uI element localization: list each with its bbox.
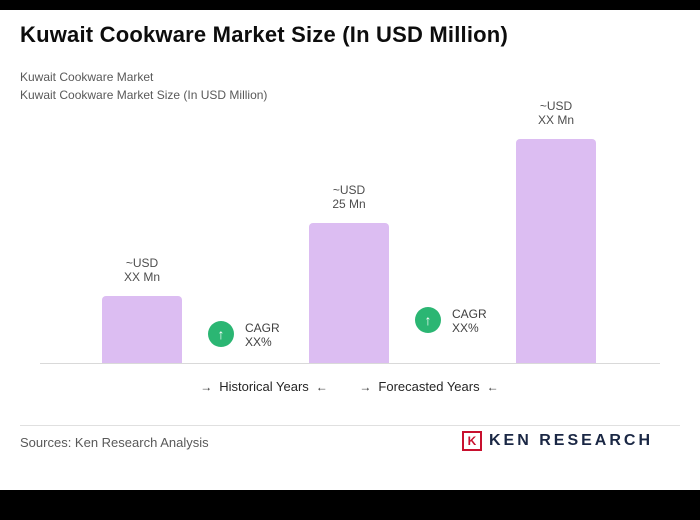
chart-baseline — [40, 363, 660, 364]
cagr-value: XX% — [452, 321, 479, 335]
axis-label-text: Forecasted Years — [378, 379, 480, 394]
arrow-up-circle-icon: ↑ — [415, 307, 441, 333]
subtitle-market: Kuwait Cookware Market — [20, 70, 154, 84]
arrow-up-circle-icon: ↑ — [208, 321, 234, 347]
ken-research-logo: K KEN RESEARCH — [461, 431, 653, 451]
sources-text: Sources: Ken Research Analysis — [20, 435, 209, 450]
arrow-left-icon: ← — [315, 379, 328, 394]
bar-value-label: ~USD 25 Mn — [332, 183, 365, 211]
bar-historical — [102, 296, 182, 363]
bar-label-line2: 25 Mn — [332, 197, 366, 211]
subtitle-market-size: Kuwait Cookware Market Size (In USD Mill… — [20, 88, 268, 102]
bar-label-line2: XX Mn — [537, 113, 574, 127]
arrow-right-icon: → — [359, 379, 372, 394]
footer-divider — [20, 425, 680, 426]
bar-group-historical: ~USD XX Mn — [102, 256, 182, 363]
cagr-badge-historical: ↑ CAGR XX% — [208, 321, 280, 349]
bar-label-line2: XX Mn — [123, 270, 160, 284]
ken-research-wordmark: KEN RESEARCH — [488, 432, 653, 449]
cagr-badge-forecast: ↑ CAGR XX% — [415, 307, 487, 335]
ken-research-emblem-icon: K — [461, 431, 482, 451]
bar-group-forecast: ~USD XX Mn — [516, 99, 596, 363]
cagr-label: CAGR — [245, 321, 280, 335]
arrow-left-icon: ← — [486, 379, 499, 394]
bar-label-line1: ~USD — [125, 256, 159, 270]
bar-forecast — [516, 139, 596, 363]
cagr-text: CAGR XX% — [245, 321, 280, 349]
historical-years-label: → Historical Years ← — [200, 379, 328, 394]
page-title: Kuwait Cookware Market Size (In USD Mill… — [20, 22, 508, 47]
cagr-value: XX% — [245, 335, 272, 349]
bar-value-label: ~USD XX Mn — [538, 99, 574, 127]
arrow-right-icon: → — [200, 379, 213, 394]
bar-group-current: ~USD 25 Mn — [309, 183, 389, 363]
cagr-text: CAGR XX% — [452, 307, 487, 335]
bar-current — [309, 223, 389, 363]
bar-chart: ~USD XX Mn ~USD 25 Mn ~USD XX Mn ↑ CAGR … — [0, 10, 700, 363]
bar-label-line1: ~USD — [539, 99, 573, 113]
slide-panel: Kuwait Cookware Market Size (In USD Mill… — [0, 10, 700, 490]
bar-label-line1: ~USD — [332, 183, 366, 197]
bar-value-label: ~USD XX Mn — [124, 256, 160, 284]
forecasted-years-label: → Forecasted Years ← — [359, 379, 498, 394]
axis-label-text: Historical Years — [219, 379, 309, 394]
cagr-label: CAGR — [452, 307, 487, 321]
